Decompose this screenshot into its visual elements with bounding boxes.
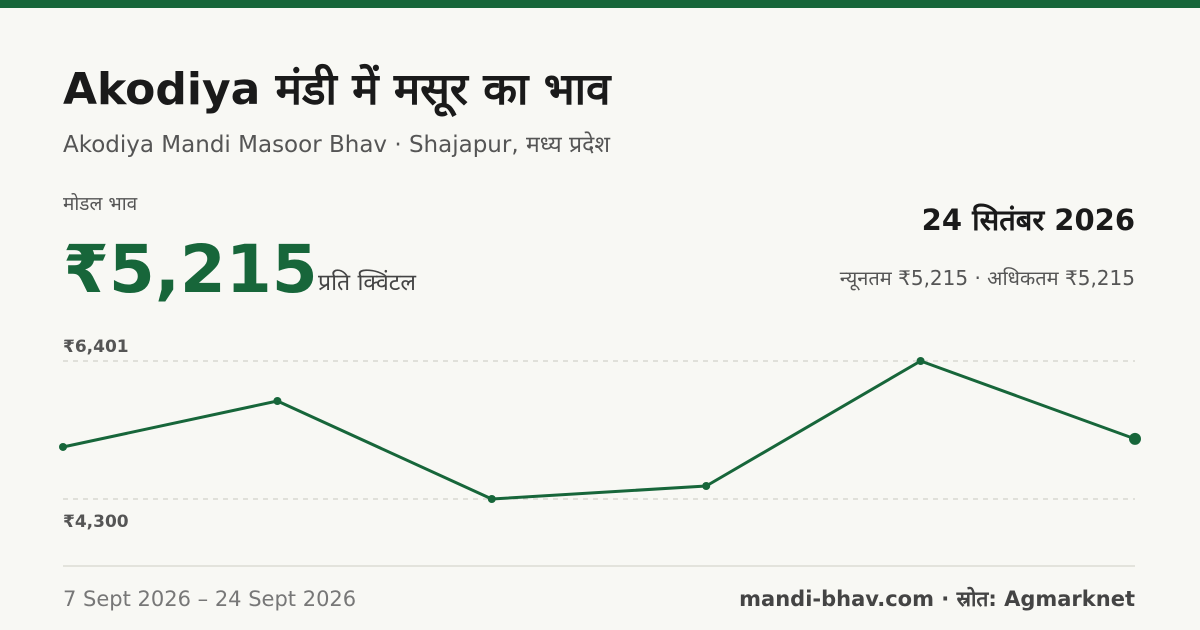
y-tick-label: ₹6,401 <box>63 337 129 357</box>
top-bar <box>0 0 1200 8</box>
y-tick-label: ₹4,300 <box>63 512 129 532</box>
footer-source: mandi-bhav.com · स्रोत: Agmarknet <box>739 586 1135 611</box>
price-label: मोडल भाव <box>63 192 138 215</box>
point <box>916 357 925 365</box>
title: Akodiya मंडी में मसूर का भाव <box>63 63 612 118</box>
subtitle: Akodiya Mandi Masoor Bhav · Shajapur, मध… <box>63 131 610 158</box>
point <box>59 442 67 451</box>
line <box>62 359 1136 501</box>
price-value: ₹5,215 <box>63 231 318 308</box>
point <box>273 397 282 406</box>
plot: ₹6,401 ₹4,300 <box>59 337 1141 532</box>
price-range: न्यूनतम ₹5,215 · अधिकतम ₹5,215 <box>840 266 1135 291</box>
point <box>702 481 711 490</box>
point <box>487 495 496 503</box>
point <box>1129 432 1141 445</box>
footer-period: 7 Sept 2026 – 24 Sept 2026 <box>63 587 356 611</box>
price-unit: प्रति क्विंटल <box>318 269 416 296</box>
price-date: 24 सितंबर 2026 <box>922 203 1135 237</box>
